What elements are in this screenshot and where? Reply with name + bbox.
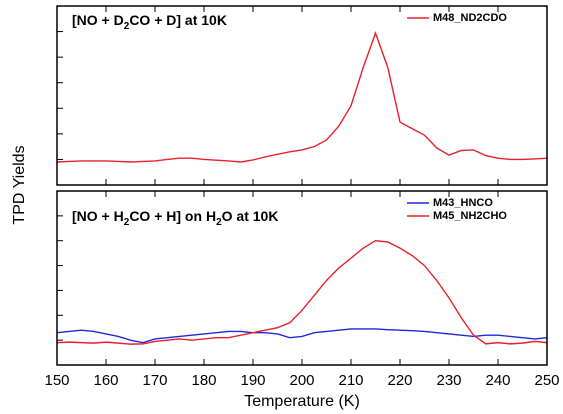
panel-title: [NO + D2CO + D] at 10K: [72, 12, 227, 32]
x-tick-label: 150: [44, 372, 69, 389]
data-line: [56, 328, 548, 344]
data-line: [56, 239, 548, 345]
x-axis-label: Temperature (K): [244, 393, 360, 410]
legend-label: M48_ND2CDO: [433, 12, 507, 24]
y-axis-label: TPD Yields: [11, 145, 28, 224]
x-tick-label: 170: [142, 372, 167, 389]
x-tick-label: 240: [485, 372, 510, 389]
legend-label: M43_HNCO: [433, 197, 493, 209]
x-tick-label: 220: [387, 372, 412, 389]
x-tick-label: 190: [240, 372, 265, 389]
plot-frame: [56, 5, 548, 186]
data-line: [56, 31, 548, 163]
x-tick-label: 160: [93, 372, 118, 389]
x-tick-label: 210: [338, 372, 363, 389]
legend-label: M45_NH2CHO: [433, 210, 507, 222]
x-tick-label: 200: [289, 372, 314, 389]
x-tick-label: 230: [436, 372, 461, 389]
x-tick-label: 180: [191, 372, 216, 389]
panel-title: [NO + H2CO + H] on H2O at 10K: [72, 208, 278, 228]
x-tick-label: 250: [534, 372, 559, 389]
